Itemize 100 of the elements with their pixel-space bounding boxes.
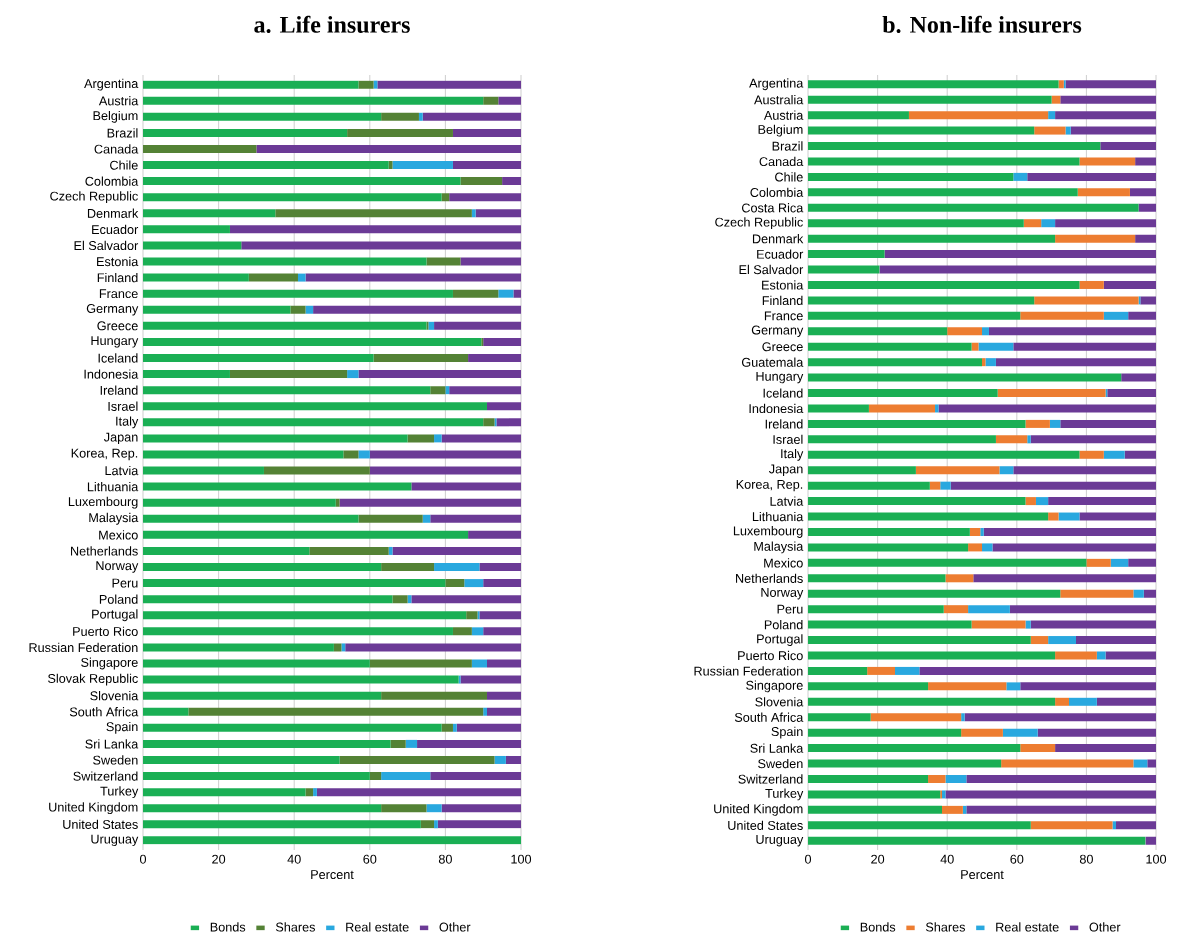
x-tick-label: 20	[871, 854, 885, 864]
y-tick-label: Ireland	[765, 419, 803, 429]
y-tick-label: Hungary	[91, 336, 139, 348]
x-axis-title: Percent	[311, 870, 354, 880]
y-tick-label: Lithuania	[752, 511, 804, 522]
legend-label: Shares	[925, 922, 966, 932]
y-tick-label: Colombia	[85, 176, 139, 186]
y-tick-label: United Kingdom	[714, 803, 803, 816]
y-tick-label: El Salvador	[74, 240, 139, 251]
y-tick-label: Poland	[99, 594, 138, 604]
y-tick-label: Spain	[771, 726, 803, 739]
y-tick-label: Italy	[116, 416, 139, 429]
y-tick-label: Singapore	[81, 657, 138, 670]
x-tick-label: 20	[212, 854, 226, 864]
y-tick-label: Brazil	[772, 141, 803, 151]
chart-title: a. Life insurers	[254, 15, 410, 33]
y-tick-label: Japan	[768, 464, 803, 476]
y-tick-label: Puerto Rico	[73, 626, 138, 636]
y-tick-label: Canada	[94, 144, 139, 154]
y-tick-label: Ecuador	[757, 249, 804, 259]
y-tick-label: Peru	[112, 578, 138, 588]
y-tick-label: Mexico	[764, 558, 803, 568]
x-tick-label: 100	[511, 854, 532, 864]
y-tick-label: Germany	[86, 304, 139, 316]
y-tick-label: Austria	[763, 110, 804, 120]
y-tick-label: Iceland	[98, 353, 138, 363]
y-tick-label: Peru	[777, 604, 803, 614]
y-tick-label: Luxembourg	[733, 526, 803, 538]
x-tick-label: 0	[139, 854, 147, 864]
y-tick-label: Belgium	[93, 110, 138, 123]
y-tick-label: Denmark	[87, 208, 139, 218]
y-tick-label: Switzerland	[738, 774, 803, 784]
y-tick-label: Slovenia	[90, 691, 139, 701]
y-tick-label: Iceland	[763, 388, 803, 398]
y-tick-label: Poland	[764, 619, 803, 630]
y-tick-label: Argentina	[749, 78, 804, 91]
y-tick-label: Latvia	[770, 496, 804, 506]
x-tick-label: 80	[1079, 854, 1093, 864]
y-tick-label: Estonia	[97, 256, 139, 267]
y-tick-label: Sri Lanka	[750, 743, 804, 753]
y-tick-label: Indonesia	[84, 369, 139, 379]
y-tick-label: Colombia	[750, 187, 804, 197]
y-tick-label: Korea, Rep.	[736, 479, 803, 492]
y-tick-label: Brazil	[107, 128, 138, 138]
y-tick-label: Uruguay	[91, 834, 139, 847]
y-tick-label: Russian Federation	[29, 642, 138, 653]
y-tick-label: Sweden	[758, 758, 803, 769]
x-tick-label: 0	[804, 854, 812, 864]
y-tick-label: Denmark	[752, 234, 804, 244]
x-tick-label: 60	[363, 854, 377, 864]
y-tick-label: Greece	[97, 321, 138, 331]
x-tick-label: 60	[1010, 854, 1024, 864]
y-tick-label: Israel	[108, 401, 138, 411]
y-tick-label: Portugal	[757, 634, 803, 646]
y-tick-label: Israel	[773, 434, 803, 444]
y-tick-label: Ireland	[100, 385, 138, 395]
y-tick-label: Slovenia	[755, 697, 804, 707]
y-tick-label: Germany	[751, 325, 804, 338]
y-tick-label: Austria	[98, 96, 139, 106]
y-tick-label: Turkey	[100, 786, 139, 799]
x-tick-label: 100	[1146, 854, 1167, 864]
legend-label: Bonds	[210, 922, 246, 932]
x-tick-label: 80	[438, 854, 452, 864]
legend-label: Other	[439, 922, 471, 932]
y-tick-label: Mexico	[99, 530, 138, 540]
y-tick-label: Portugal	[92, 609, 138, 622]
y-tick-label: United Kingdom	[49, 802, 138, 815]
x-tick-label: 40	[940, 854, 954, 864]
y-tick-label: United States	[63, 819, 138, 829]
y-tick-label: El Salvador	[739, 264, 804, 275]
y-tick-label: Hungary	[756, 371, 804, 384]
y-tick-label: Chile	[110, 160, 138, 170]
y-tick-label: Malaysia	[89, 512, 139, 525]
y-tick-label: Guatemala	[741, 357, 804, 367]
y-tick-label: United States	[728, 820, 803, 830]
legend-label: Other	[1089, 922, 1121, 932]
y-tick-label: Ecuador	[92, 224, 139, 235]
y-tick-label: Indonesia	[749, 403, 804, 414]
y-tick-label: Netherlands	[71, 546, 138, 556]
y-tick-label: Latvia	[105, 465, 139, 476]
y-tick-label: France	[99, 289, 138, 299]
x-axis-title: Percent	[961, 870, 1004, 880]
y-tick-label: Netherlands	[736, 573, 803, 583]
y-tick-label: Lithuania	[87, 481, 139, 492]
y-tick-label: Russian Federation	[694, 666, 803, 676]
y-tick-label: Greece	[762, 342, 803, 352]
y-tick-label: Luxembourg	[68, 496, 138, 509]
y-tick-label: Chile	[775, 172, 803, 182]
y-tick-label: Korea, Rep.	[71, 448, 138, 461]
y-tick-label: Italy	[781, 448, 804, 461]
y-tick-label: Finland	[762, 295, 803, 306]
y-tick-label: Costa Rica	[742, 203, 804, 213]
legend-label: Shares	[275, 922, 316, 932]
y-tick-label: Norway	[761, 588, 804, 600]
y-tick-label: France	[764, 311, 803, 321]
y-tick-label: Singapore	[746, 680, 803, 693]
y-tick-label: Sweden	[93, 755, 138, 765]
chart-title: b. Non-life insurers	[882, 15, 1082, 33]
legend-label: Real estate	[346, 922, 409, 932]
y-tick-label: Australia	[754, 95, 804, 105]
